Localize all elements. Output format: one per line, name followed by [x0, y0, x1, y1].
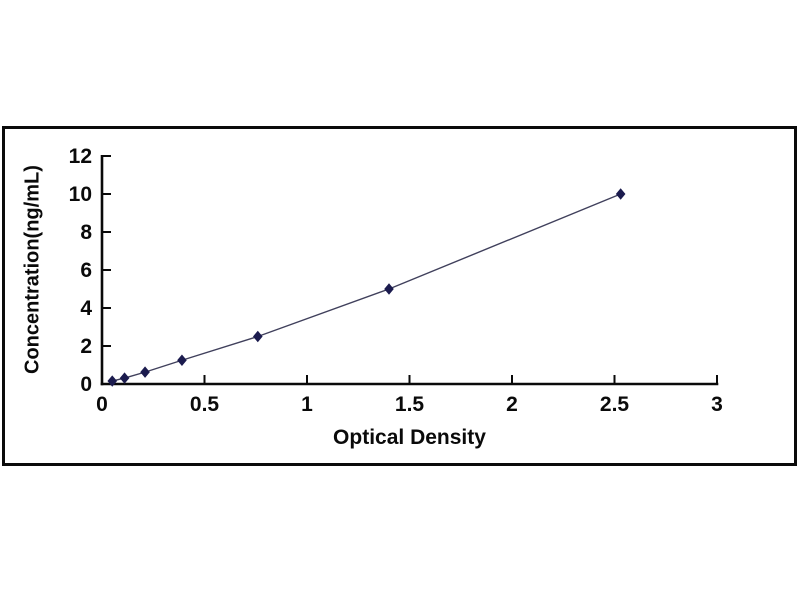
y-tick-label: 6 — [80, 259, 92, 282]
x-tick-label: 2.5 — [600, 393, 630, 416]
data-point-marker — [384, 283, 394, 295]
data-point-marker — [119, 372, 130, 384]
y-tick-label: 2 — [80, 335, 92, 358]
x-axis-title: Optical Density — [333, 426, 486, 449]
data-point-marker — [253, 330, 263, 343]
data-point-marker — [615, 188, 626, 200]
x-tick-label: 0 — [96, 393, 108, 416]
curve-line — [112, 193, 621, 382]
x-tick-label: 1.5 — [395, 393, 425, 416]
x-tick-label: 3 — [711, 393, 723, 416]
y-axis-title: Concentration(ng/mL) — [21, 165, 44, 375]
y-tick-label: 10 — [69, 183, 92, 206]
y-tick-label: 0 — [80, 373, 92, 396]
x-tick-label: 0.5 — [190, 393, 220, 416]
x-tick-label: 2 — [506, 393, 518, 416]
data-point-marker — [177, 354, 187, 366]
y-tick-label: 4 — [80, 297, 92, 320]
x-tick-label: 1 — [301, 393, 313, 416]
data-point-marker — [140, 366, 150, 378]
chart-frame — [2, 126, 797, 466]
y-tick-label: 8 — [80, 221, 92, 244]
y-tick-label: 12 — [69, 145, 92, 168]
data-point-marker — [107, 375, 118, 387]
